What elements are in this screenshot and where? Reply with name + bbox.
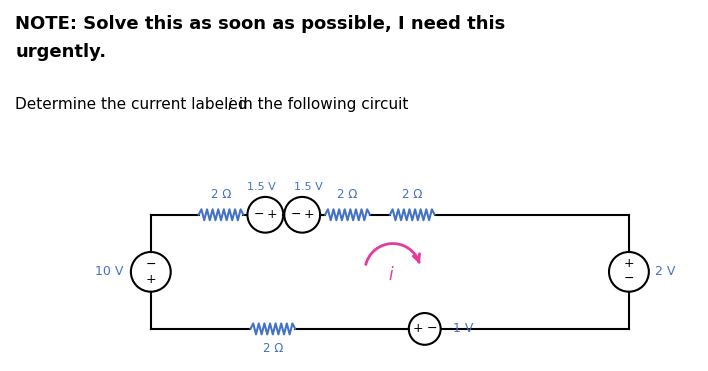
Text: in the following circuit: in the following circuit xyxy=(234,97,409,112)
Text: +: + xyxy=(267,208,278,221)
Text: $i$: $i$ xyxy=(387,266,394,284)
Text: 2 Ω: 2 Ω xyxy=(402,188,423,201)
Text: −: − xyxy=(291,208,302,221)
Text: +: + xyxy=(304,208,314,221)
Text: −: − xyxy=(146,258,156,272)
Text: Determine the current labeled: Determine the current labeled xyxy=(16,97,253,112)
Text: +: + xyxy=(624,257,634,270)
Text: 1.5 V: 1.5 V xyxy=(294,182,323,192)
Text: 1 V: 1 V xyxy=(452,322,473,335)
Text: −: − xyxy=(426,322,437,335)
Text: urgently.: urgently. xyxy=(16,43,106,61)
Text: $i$: $i$ xyxy=(227,97,233,113)
Text: 1.5 V: 1.5 V xyxy=(247,182,275,192)
Text: −: − xyxy=(254,208,265,221)
Text: +: + xyxy=(413,322,423,335)
Text: 2 Ω: 2 Ω xyxy=(211,188,232,201)
Text: 2 Ω: 2 Ω xyxy=(263,342,283,355)
Text: NOTE: Solve this as soon as possible, I need this: NOTE: Solve this as soon as possible, I … xyxy=(16,15,506,33)
Text: 2 V: 2 V xyxy=(655,265,675,278)
Text: 10 V: 10 V xyxy=(95,265,123,278)
Text: +: + xyxy=(145,273,156,286)
Text: 2 Ω: 2 Ω xyxy=(337,188,358,201)
Text: −: − xyxy=(624,272,634,285)
